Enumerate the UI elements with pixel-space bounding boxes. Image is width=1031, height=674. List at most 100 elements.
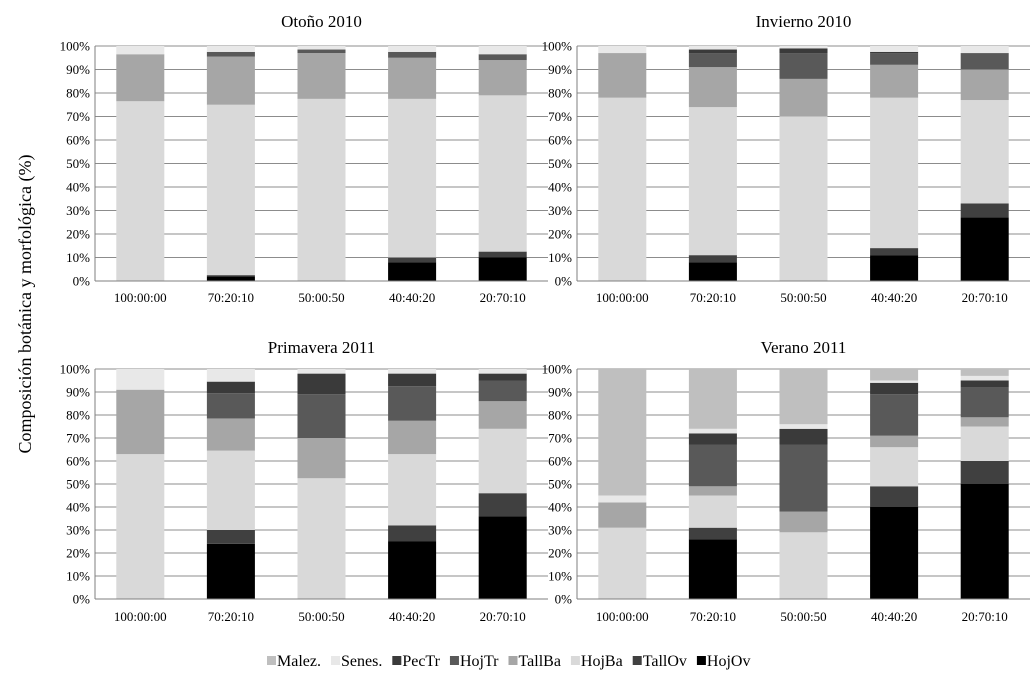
legend-item: Malez. (267, 653, 321, 670)
bar-segment-senes (478, 46, 527, 55)
bar-segment-pectr (779, 428, 828, 445)
y-tick-label: 40% (548, 500, 572, 515)
x-tick-label: 40:40:20 (389, 290, 435, 305)
bar-segment-tallba (960, 69, 1009, 101)
bar-segment-malez (688, 369, 737, 429)
y-tick-label: 70% (548, 109, 572, 124)
y-tick-label: 0% (73, 592, 91, 607)
bar-segment-tallov (206, 530, 255, 544)
y-tick-label: 90% (66, 62, 90, 77)
bar-segment-tallba (206, 418, 255, 451)
bar-segment-hojov (478, 516, 527, 599)
bar-segment-hojba (297, 478, 346, 599)
bar-segment-hojtr (388, 386, 437, 421)
bar-segment-malez (598, 369, 647, 496)
bar-segment-hojtr (779, 444, 828, 512)
bar-segment-hojba (870, 447, 919, 487)
bar-segment-tallba (960, 417, 1009, 427)
legend-swatch (392, 656, 402, 665)
bar-segment-pectr (297, 373, 346, 395)
bar-segment-hojba (478, 428, 527, 494)
y-tick-label: 60% (66, 454, 90, 469)
bar-segment-senes (688, 428, 737, 434)
bar-segment-hojtr (206, 393, 255, 419)
bar-segment-pectr (688, 49, 737, 54)
bar-segment-hojba (598, 97, 647, 281)
bar-segment-malez (779, 369, 828, 425)
bar-segment-senes (388, 46, 437, 52)
bar-segment-hojba (388, 98, 437, 258)
bar-segment-hojba (297, 98, 346, 281)
bar-segment-senes (116, 46, 165, 55)
bar-segment-hojov (960, 484, 1009, 599)
y-tick-label: 70% (66, 109, 90, 124)
x-tick-label: 50:00:50 (780, 609, 826, 624)
y-tick-label: 100% (60, 362, 91, 377)
bar-segment-tallba (598, 502, 647, 528)
bar-segment-hojtr (870, 394, 919, 436)
bar-segment-senes (206, 46, 255, 52)
y-tick-label: 50% (548, 477, 572, 492)
bar-segment-tallba (116, 389, 165, 455)
bar-segment-hojba (206, 104, 255, 276)
bar-segment-tallba (116, 54, 165, 102)
y-tick-label: 20% (66, 227, 90, 242)
bar-segment-tallov (960, 461, 1009, 484)
y-tick-label: 50% (548, 156, 572, 171)
bar-segment-tallov (206, 275, 255, 277)
x-tick-label: 50:00:50 (780, 290, 826, 305)
bar-segment-malez (870, 369, 919, 381)
bar-segment-hojba (870, 97, 919, 249)
legend-label: PecTr (402, 653, 440, 670)
bar-segment-pectr (779, 48, 828, 54)
y-tick-label: 20% (66, 546, 90, 561)
bar-segment-tallov (388, 525, 437, 542)
bar-segment-hojov (478, 257, 527, 281)
y-tick-label: 10% (66, 250, 90, 265)
x-tick-label: 20:70:10 (480, 609, 526, 624)
legend-label: HojBa (581, 653, 623, 670)
bar-segment-senes (779, 46, 828, 49)
bar-segment-tallba (598, 53, 647, 98)
bar-segment-hojov (688, 262, 737, 281)
bar-segment-tallba (297, 438, 346, 479)
bar-segment-senes (478, 369, 527, 374)
y-tick-label: 0% (73, 274, 91, 289)
bar-segment-tallba (478, 401, 527, 429)
y-tick-label: 100% (542, 39, 573, 54)
bar-segment-hojtr (960, 53, 1009, 70)
bar-segment-hojba (116, 454, 165, 599)
bar-segment-pectr (688, 433, 737, 445)
legend-swatch (508, 656, 518, 665)
y-axis-label: Composición botánica y morfológica (%) (15, 155, 36, 454)
x-tick-label: 40:40:20 (389, 609, 435, 624)
chart-title: Invierno 2010 (756, 12, 852, 31)
chart-panel: Verano 2011 0% 10% 20% 30% 40% 50% 60% 70% 80% 90%… (542, 338, 1030, 624)
legend-item: TallOv (632, 653, 687, 670)
bar-segment-hojtr (688, 53, 737, 68)
y-tick-label: 30% (548, 523, 572, 538)
x-tick-label: 100:00:00 (596, 609, 649, 624)
bar-segment-hojtr (779, 53, 828, 79)
y-tick-label: 30% (548, 203, 572, 218)
legend-swatch (696, 656, 706, 665)
y-tick-label: 90% (548, 385, 572, 400)
bar-segment-hojba (598, 527, 647, 599)
bar-segment-hojtr (206, 51, 255, 57)
bar-segment-senes (598, 46, 647, 54)
bar-segment-senes (960, 375, 1009, 381)
chart-panel: Invierno 2010 0% 10% 20% 30% 40% 50% 60% 70% 80% 9… (542, 12, 1030, 305)
bar-segment-tallov (960, 203, 1009, 218)
legend-swatch (330, 656, 340, 665)
x-tick-label: 50:00:50 (298, 609, 344, 624)
y-tick-label: 60% (548, 454, 572, 469)
legend-item: PecTr (392, 653, 441, 670)
x-tick-label: 70:20:10 (208, 609, 254, 624)
legend-item: HojOv (696, 653, 750, 670)
bar-segment-hojov (688, 539, 737, 599)
legend-label: Senes. (341, 653, 382, 670)
y-tick-label: 0% (555, 274, 573, 289)
bar-segment-hojba (478, 95, 527, 252)
bar-segment-hojba (779, 116, 828, 281)
y-tick-label: 90% (66, 385, 90, 400)
